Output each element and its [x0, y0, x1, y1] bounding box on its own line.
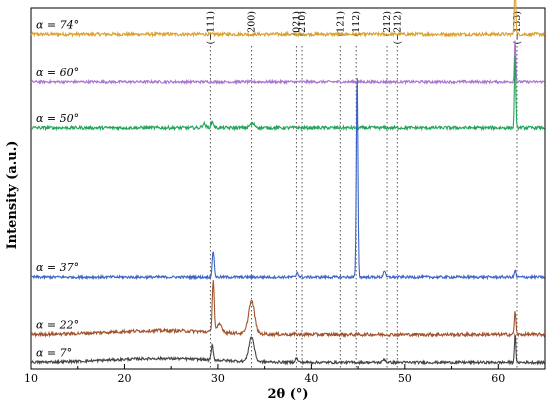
series-labels: α = 74° α = 60° α = 50° α = 37° α = 22° α = 7…: [36, 18, 79, 359]
peak-label: (−111): [205, 11, 216, 45]
x-tick-label: 30: [211, 372, 225, 385]
series-label: α = 22°: [36, 319, 79, 332]
x-tick-label: 20: [117, 372, 131, 385]
peak-label: (210): [297, 11, 308, 37]
series-line: [30, 333, 546, 366]
x-axis-ticks: 10 20 30 40 50 60: [24, 364, 505, 385]
peak-label: (−212): [392, 11, 403, 45]
series-line: [30, 55, 545, 132]
peak-label: (021): [291, 11, 302, 37]
x-tick-label: 10: [24, 372, 38, 385]
series-line: [30, 0, 546, 39]
x-axis-title: 2θ (°): [267, 387, 308, 402]
series-line: [30, 78, 546, 281]
x-tick-label: 40: [304, 372, 318, 385]
y-axis-title: Intensity (a.u.): [5, 141, 20, 250]
peak-label: (212): [382, 11, 393, 37]
x-tick-label: 60: [491, 372, 505, 385]
series-label: α = 50°: [36, 112, 79, 125]
series-label: α = 7°: [36, 346, 72, 359]
peak-label: (121): [335, 11, 346, 37]
series-label: α = 37°: [36, 261, 79, 274]
series-line: [30, 40, 545, 86]
x-tick-label: 50: [398, 372, 412, 385]
peak-label: (200): [247, 11, 258, 37]
peak-label: (−133): [512, 11, 523, 45]
series-label: α = 74°: [36, 18, 79, 31]
series-line: [30, 280, 546, 339]
series-lines: [30, 0, 546, 366]
plot-area: [30, 7, 546, 370]
series-label: α = 60°: [36, 66, 79, 79]
plot-frame: [30, 7, 546, 370]
peak-labels: (−111) (200) (021)(210) (121) (112) (212) (−21…: [205, 11, 523, 45]
peak-label: (112): [351, 11, 362, 37]
peak-reference-lines: [209, 46, 518, 369]
